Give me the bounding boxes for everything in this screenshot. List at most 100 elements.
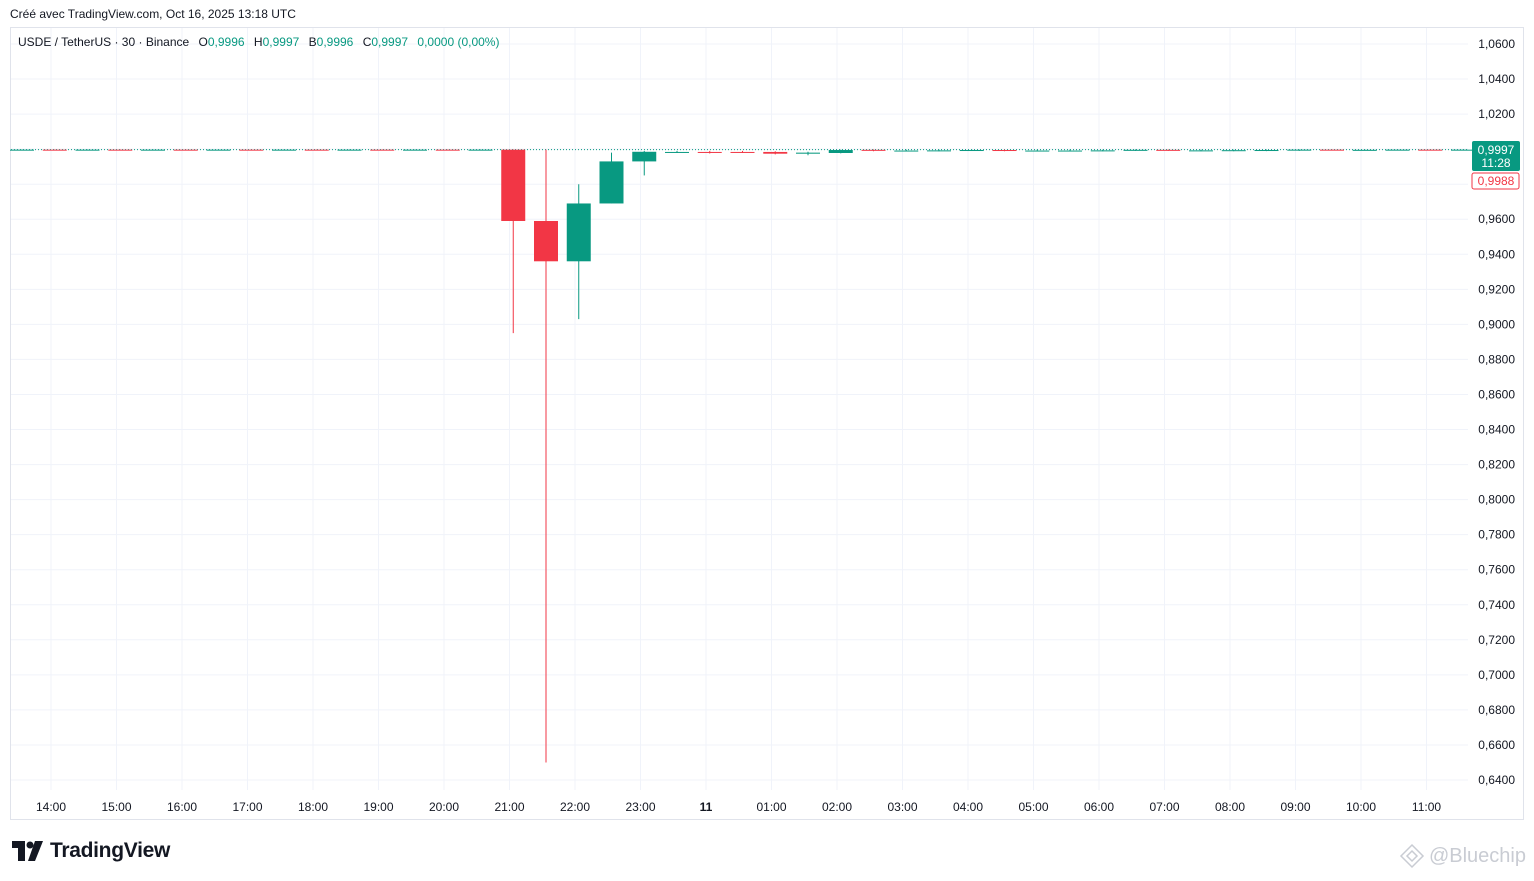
candle[interactable] <box>763 151 788 155</box>
candle[interactable] <box>468 149 493 151</box>
y-tick-label: 1,0400 <box>1478 72 1515 86</box>
x-tick-label: 05:00 <box>1018 800 1048 814</box>
y-tick-label: 0,8000 <box>1478 493 1515 507</box>
candle[interactable] <box>730 150 755 153</box>
candle[interactable] <box>1287 149 1312 151</box>
candle[interactable] <box>370 149 395 151</box>
last-price-value: 0,9997 <box>1478 143 1515 157</box>
candle[interactable] <box>1352 149 1377 151</box>
candle[interactable] <box>1418 149 1443 151</box>
candle[interactable] <box>75 149 100 151</box>
candle-body <box>1287 149 1312 151</box>
candle[interactable] <box>1156 149 1181 151</box>
y-tick-label: 0,9200 <box>1478 282 1515 296</box>
candle[interactable] <box>1123 149 1148 151</box>
low-value: 0,9996 <box>316 35 354 49</box>
secondary-price-tag-bg <box>1471 172 1520 190</box>
candle[interactable] <box>1254 149 1279 152</box>
y-tick-label: 0,9600 <box>1478 212 1515 226</box>
candle[interactable] <box>566 184 591 320</box>
secondary-price-value: 0,9988 <box>1478 174 1515 188</box>
candle[interactable] <box>665 150 689 153</box>
candle-body <box>927 150 951 152</box>
candle-body <box>1320 149 1344 151</box>
x-tick-label: 17:00 <box>232 800 262 814</box>
candle-body <box>763 151 788 154</box>
candle-body <box>632 151 657 162</box>
candle-body <box>1090 150 1115 152</box>
candles <box>10 149 1475 763</box>
candle-body <box>435 149 460 151</box>
candle-body <box>206 149 231 151</box>
candle[interactable] <box>1320 149 1344 151</box>
x-tick-label: 23:00 <box>625 800 655 814</box>
tradingview-brand: TradingView <box>50 839 171 862</box>
x-tick-label: 18:00 <box>298 800 328 814</box>
created-with-caption: Créé avec TradingView.com, Oct 16, 2025 … <box>10 7 296 21</box>
candle[interactable] <box>1221 149 1246 152</box>
candle[interactable] <box>894 149 919 152</box>
candle[interactable] <box>992 149 1017 152</box>
candle[interactable] <box>959 149 984 152</box>
candle[interactable] <box>435 149 460 151</box>
candle[interactable] <box>1451 149 1475 151</box>
candle[interactable] <box>796 151 820 156</box>
y-tick-label: 0,7600 <box>1478 563 1515 577</box>
candle[interactable] <box>206 149 231 151</box>
candle[interactable] <box>141 149 165 151</box>
symbol-title[interactable]: USDE / TetherUS · 30 · Binance <box>18 35 190 49</box>
x-tick-label: 04:00 <box>953 800 983 814</box>
price-axis: 1,0600 1,0400 1,0200 0,9600 0,9400 0,9200 0,90… <box>1478 37 1515 787</box>
watermark-text: @Bluechip <box>1428 844 1526 867</box>
candle-body <box>1385 149 1410 151</box>
candle[interactable] <box>108 149 133 151</box>
y-tick-label: 1,0600 <box>1478 37 1515 51</box>
last-price-tag-bg <box>1472 141 1520 171</box>
candle[interactable] <box>403 149 427 151</box>
diamond-icon <box>1399 843 1425 869</box>
x-tick-label: 11:00 <box>1412 800 1441 814</box>
candle[interactable] <box>337 149 362 151</box>
candle[interactable] <box>697 150 722 154</box>
candle[interactable] <box>1025 149 1050 152</box>
candle[interactable] <box>304 149 329 151</box>
x-tick-label: 07:00 <box>1149 800 1179 814</box>
candle[interactable] <box>272 149 296 151</box>
candle-body <box>861 149 886 151</box>
tradingview-logo[interactable]: TradingView <box>12 839 170 863</box>
candle[interactable] <box>173 149 198 151</box>
candle[interactable] <box>534 149 558 763</box>
low-label: B <box>308 35 317 49</box>
candle-body <box>1254 150 1279 152</box>
candle[interactable] <box>239 149 264 151</box>
x-tick-label: 22:00 <box>560 800 590 814</box>
candle[interactable] <box>1090 149 1115 152</box>
candle[interactable] <box>1385 149 1410 151</box>
candle[interactable] <box>501 149 526 334</box>
candle[interactable] <box>10 149 34 151</box>
candle-body <box>566 203 591 262</box>
chart-frame <box>10 27 1524 820</box>
candle-body <box>304 149 329 151</box>
candle[interactable] <box>42 149 67 151</box>
x-tick-label: 09:00 <box>1280 800 1310 814</box>
candle-body <box>1058 150 1082 152</box>
candle[interactable] <box>599 152 624 204</box>
candle-body <box>1123 149 1148 151</box>
y-tick-label: 0,6600 <box>1478 738 1515 752</box>
y-tick-label: 0,8400 <box>1478 423 1515 437</box>
candle[interactable] <box>927 149 951 152</box>
candle[interactable] <box>861 149 886 152</box>
candle[interactable] <box>828 149 853 154</box>
candle[interactable] <box>1058 149 1082 152</box>
y-tick-label: 0,8600 <box>1478 387 1515 401</box>
candle[interactable] <box>1189 149 1213 152</box>
watermark: @Bluechip <box>1399 843 1526 869</box>
candle-body <box>1189 150 1213 152</box>
candle[interactable] <box>632 150 657 176</box>
candle-body <box>501 149 526 221</box>
candle-body <box>697 151 722 153</box>
x-tick-label: 21:00 <box>494 800 524 814</box>
candle-body <box>796 152 820 154</box>
